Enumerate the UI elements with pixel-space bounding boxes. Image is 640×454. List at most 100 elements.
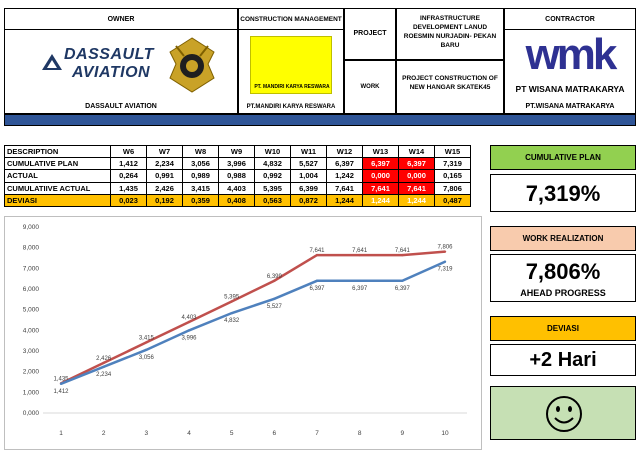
progress-chart: 0,000 1,000 2,000 3,000 4,000 5,000 6,000 7,000… bbox=[4, 216, 482, 450]
table-cell: 7,641 bbox=[362, 181, 399, 195]
cm-title-cell bbox=[238, 8, 344, 30]
data-label: 3,415 bbox=[139, 335, 155, 341]
data-point bbox=[315, 253, 319, 257]
x-tick-label: 4 bbox=[187, 430, 191, 437]
table-cell: 0,408 bbox=[218, 193, 255, 207]
table-cell: 2,234 bbox=[146, 157, 183, 171]
table-cell: 0,989 bbox=[182, 169, 219, 183]
project-name-cell bbox=[396, 8, 504, 60]
table-cell: 1,004 bbox=[290, 169, 327, 183]
project-label-cell bbox=[344, 8, 396, 60]
contractor-logo-sub: PT WISANA MATRAKARYA bbox=[515, 84, 625, 94]
table-cell: 3,996 bbox=[218, 157, 255, 171]
contractor-name: PT.WISANA MATRAKARYA bbox=[525, 103, 615, 110]
table-cell: 7,641 bbox=[326, 181, 363, 195]
table-cell: 1,435 bbox=[110, 181, 147, 195]
data-point bbox=[401, 279, 404, 282]
table-header-cell: W15 bbox=[434, 144, 471, 159]
table-header-cell: W11 bbox=[290, 144, 327, 159]
table-cell: 6,399 bbox=[290, 181, 327, 195]
row-label: DEVIASI bbox=[4, 193, 111, 207]
plan-card-header: CUMULATIVE PLAN bbox=[490, 145, 636, 170]
table-cell: 1,412 bbox=[110, 157, 147, 171]
table-header-cell: DESCRIPTION bbox=[4, 144, 111, 159]
tni-eagle-emblem-icon bbox=[162, 34, 222, 96]
owner-label: OWNER bbox=[107, 16, 135, 23]
progress-table: DESCRIPTION W6 W7 W8 W9 W10 W11 W12 W13 … bbox=[4, 144, 471, 207]
owner-logo-line1: DASSAULT bbox=[64, 46, 154, 63]
table-header-row: DESCRIPTION W6 W7 W8 W9 W10 W11 W12 W13 … bbox=[4, 144, 471, 159]
project-name: INFRASTRUCTURE DEVELOPMENT LANUD ROESMIN… bbox=[403, 15, 497, 49]
table-row: DEVIASI 0,023 0,192 0,359 0,408 0,563 0,… bbox=[4, 193, 471, 207]
table-header-cell: W10 bbox=[254, 144, 291, 159]
table-row: CUMULATIIVE ACTUAL 1,435 2,426 3,415 4,4… bbox=[4, 181, 471, 195]
data-point bbox=[358, 279, 361, 282]
x-tick-label: 10 bbox=[441, 430, 449, 437]
table-cell: 3,415 bbox=[182, 181, 219, 195]
data-label: 4,403 bbox=[181, 315, 197, 321]
x-tick-label: 1 bbox=[59, 430, 63, 437]
table-header-cell: W7 bbox=[146, 144, 183, 159]
data-point bbox=[102, 365, 105, 369]
realization-status: AHEAD PROGRESS bbox=[520, 288, 606, 298]
table-cell: 6,397 bbox=[326, 157, 363, 171]
data-label: 2,234 bbox=[96, 372, 112, 378]
data-point bbox=[102, 361, 105, 365]
table-header-cell: W6 bbox=[110, 144, 147, 159]
table-cell: 1,244 bbox=[398, 193, 435, 207]
data-point bbox=[401, 253, 404, 257]
header-divider-bar bbox=[4, 114, 636, 126]
table-cell: 3,056 bbox=[182, 157, 219, 171]
owner-name: DASSAULT AVIATION bbox=[85, 103, 157, 110]
table-cell: 0,165 bbox=[434, 169, 471, 183]
row-label: CUMULATIVE PLAN bbox=[4, 157, 111, 171]
table-header-cell: W13 bbox=[362, 144, 399, 159]
table-cell: 0,487 bbox=[434, 193, 471, 207]
plan-card-label: CUMULATIVE PLAN bbox=[525, 153, 601, 162]
cm-label: CONSTRUCTION MANAGEMENT bbox=[240, 16, 342, 23]
x-tick-label: 9 bbox=[401, 430, 405, 437]
table-cell: 0,264 bbox=[110, 169, 147, 183]
work-label-cell bbox=[344, 60, 396, 114]
realization-card-value-box: 7,806% AHEAD PROGRESS bbox=[490, 254, 636, 302]
table-cell: 0,988 bbox=[218, 169, 255, 183]
table-cell: 0,192 bbox=[146, 193, 183, 207]
data-label: 6,397 bbox=[395, 286, 411, 292]
owner-logo-line2: AVIATION bbox=[72, 64, 151, 81]
table-cell: 0,359 bbox=[182, 193, 219, 207]
y-tick-label: 5,000 bbox=[23, 307, 40, 314]
data-label: 3,996 bbox=[181, 335, 197, 341]
table-cell: 0,992 bbox=[254, 169, 291, 183]
table-header-cell: W14 bbox=[398, 144, 435, 159]
data-label: 1,435 bbox=[53, 376, 69, 382]
work-label: WORK bbox=[360, 84, 380, 90]
data-label: 6,397 bbox=[352, 286, 368, 292]
data-point bbox=[187, 329, 191, 332]
data-point bbox=[273, 279, 276, 282]
y-tick-label: 6,000 bbox=[23, 286, 40, 293]
project-label: PROJECT bbox=[353, 30, 387, 37]
y-tick-label: 1,000 bbox=[23, 389, 40, 396]
table-header-cell: W8 bbox=[182, 144, 219, 159]
data-label: 7,641 bbox=[309, 248, 325, 254]
data-label: 5,527 bbox=[267, 304, 283, 310]
data-label: 6,399 bbox=[267, 274, 283, 280]
data-point bbox=[145, 348, 148, 352]
table-cell: 4,403 bbox=[218, 181, 255, 195]
data-label: 7,641 bbox=[352, 248, 368, 254]
data-point bbox=[315, 279, 319, 282]
smiley-face-icon bbox=[546, 396, 582, 432]
table-cell: 7,806 bbox=[434, 181, 471, 195]
table-header-cell: W12 bbox=[326, 144, 363, 159]
data-point bbox=[230, 300, 233, 303]
realization-card-value: 7,806% bbox=[525, 259, 601, 284]
series-line bbox=[60, 250, 446, 385]
data-point bbox=[443, 250, 447, 253]
table-cell: 0,991 bbox=[146, 169, 183, 183]
x-tick-label: 2 bbox=[102, 430, 106, 437]
data-label: 5,395 bbox=[224, 295, 240, 301]
table-cell: 0,000 bbox=[362, 169, 399, 183]
owner-logo: DASSAULT AVIATION bbox=[40, 44, 160, 84]
table-row: CUMULATIVE PLAN 1,412 2,234 3,056 3,996 … bbox=[4, 157, 471, 171]
x-tick-label: 5 bbox=[230, 430, 234, 437]
